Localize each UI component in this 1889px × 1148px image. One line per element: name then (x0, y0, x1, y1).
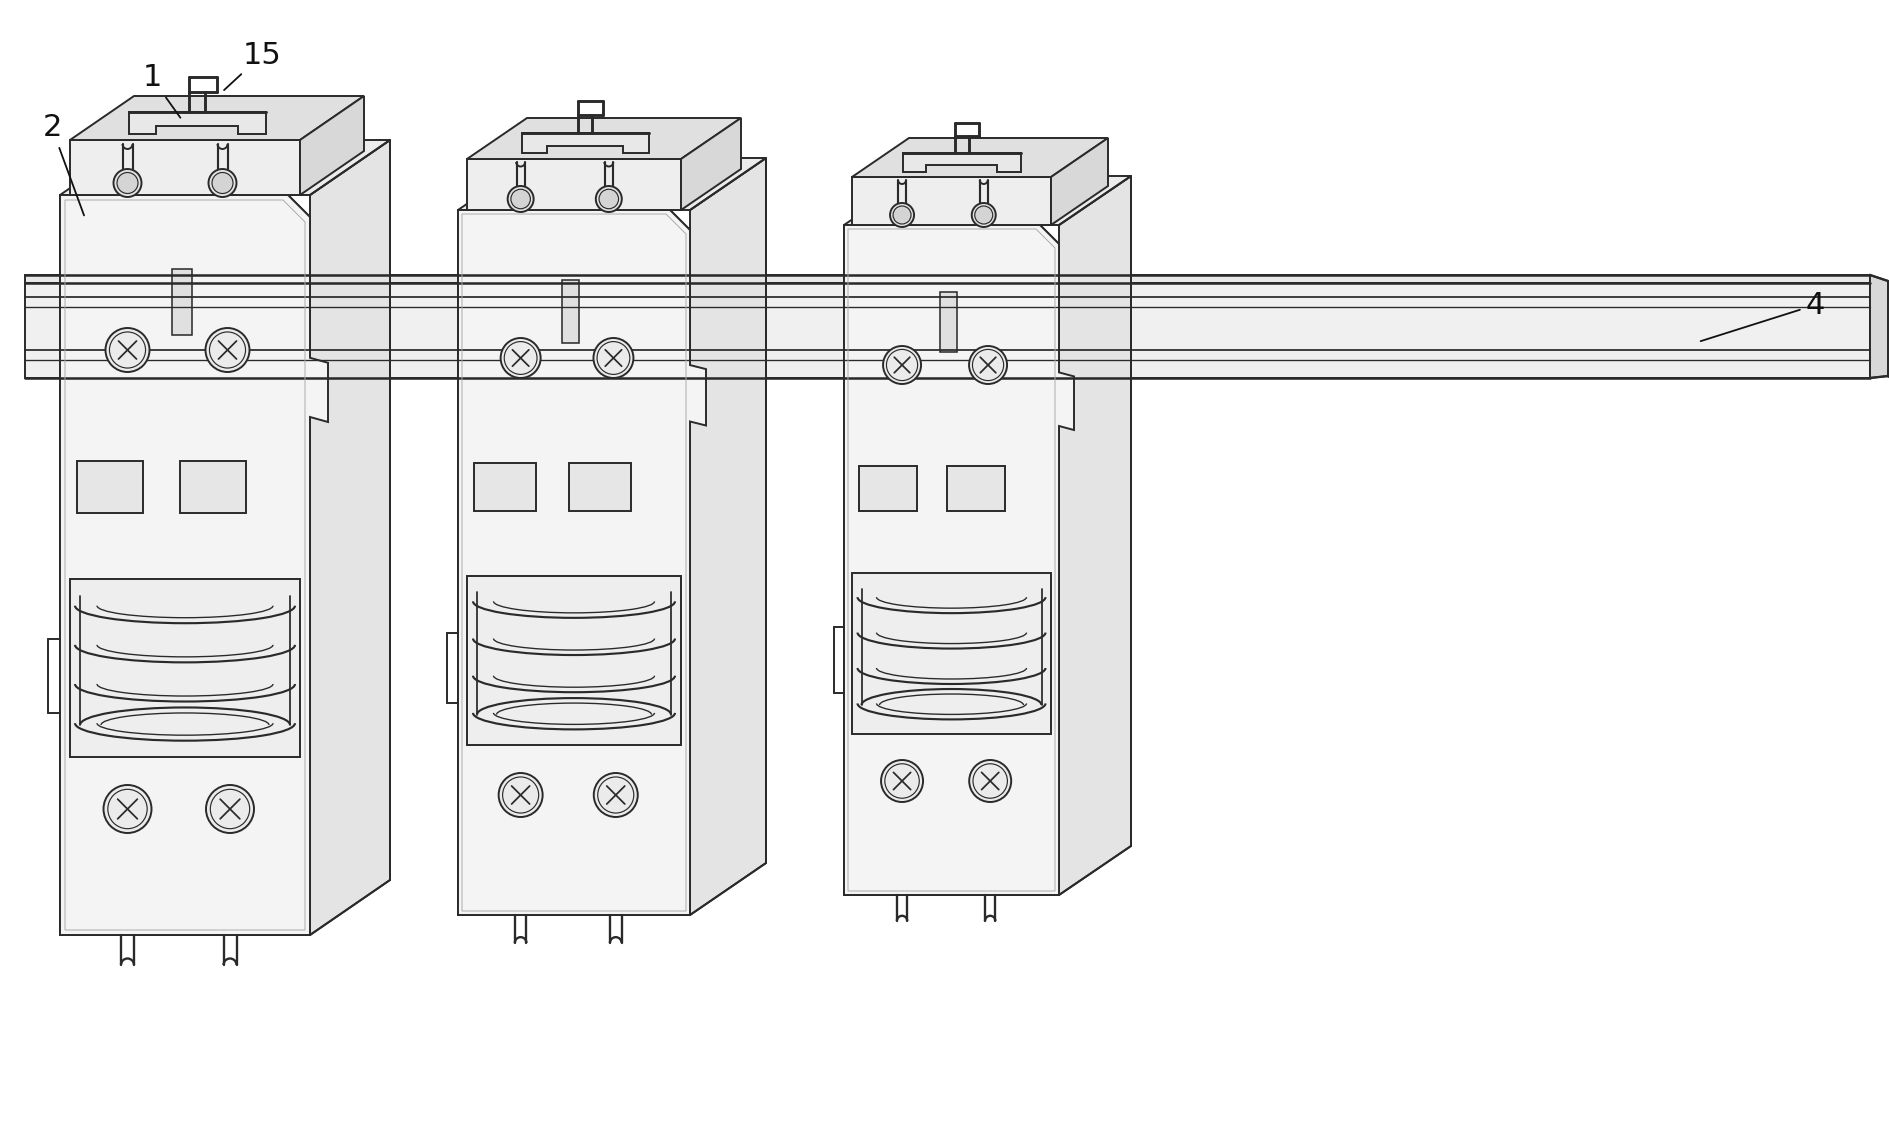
Polygon shape (128, 113, 266, 134)
Polygon shape (852, 573, 1050, 734)
Circle shape (501, 338, 540, 378)
Text: 2: 2 (42, 114, 83, 216)
Polygon shape (172, 269, 191, 335)
Polygon shape (1060, 176, 1132, 895)
Circle shape (206, 785, 253, 833)
Polygon shape (852, 177, 1050, 225)
Circle shape (117, 172, 138, 194)
Polygon shape (689, 158, 767, 915)
Polygon shape (70, 96, 365, 140)
Circle shape (969, 346, 1007, 383)
Circle shape (971, 203, 996, 227)
Polygon shape (457, 210, 706, 915)
Polygon shape (844, 225, 1075, 895)
Circle shape (212, 172, 232, 194)
Polygon shape (25, 284, 1870, 378)
Circle shape (893, 205, 910, 224)
Circle shape (890, 203, 914, 227)
Polygon shape (521, 133, 648, 153)
Circle shape (975, 205, 994, 224)
Circle shape (104, 785, 151, 833)
Polygon shape (859, 466, 916, 511)
Polygon shape (179, 461, 246, 513)
Polygon shape (310, 140, 389, 934)
Circle shape (206, 328, 249, 372)
Polygon shape (844, 225, 1075, 895)
Circle shape (595, 186, 621, 212)
Polygon shape (457, 210, 706, 915)
Polygon shape (60, 195, 329, 934)
Circle shape (510, 189, 531, 209)
Polygon shape (852, 138, 1109, 177)
Circle shape (882, 346, 922, 383)
Polygon shape (77, 461, 144, 513)
Polygon shape (1050, 138, 1109, 225)
Polygon shape (467, 118, 740, 160)
Circle shape (208, 169, 236, 197)
Circle shape (508, 186, 533, 212)
Polygon shape (474, 463, 536, 511)
Circle shape (499, 773, 542, 817)
Polygon shape (946, 466, 1005, 511)
Polygon shape (903, 153, 1020, 172)
Polygon shape (844, 176, 1132, 225)
Circle shape (599, 189, 618, 209)
Polygon shape (1870, 276, 1887, 378)
Circle shape (969, 760, 1011, 802)
Polygon shape (60, 140, 389, 195)
Polygon shape (70, 140, 300, 195)
Polygon shape (569, 463, 631, 511)
Circle shape (106, 328, 149, 372)
Circle shape (593, 773, 638, 817)
Polygon shape (467, 160, 682, 210)
Circle shape (880, 760, 924, 802)
Polygon shape (60, 195, 329, 934)
Polygon shape (457, 158, 767, 210)
Text: 1: 1 (142, 63, 179, 118)
Text: 4: 4 (1700, 290, 1825, 341)
Polygon shape (25, 276, 1870, 284)
Polygon shape (70, 579, 300, 757)
Polygon shape (682, 118, 740, 210)
Text: 15: 15 (225, 40, 281, 90)
Polygon shape (300, 96, 365, 195)
Polygon shape (467, 576, 682, 745)
Polygon shape (563, 280, 580, 343)
Polygon shape (941, 292, 958, 352)
Circle shape (113, 169, 142, 197)
Circle shape (593, 338, 633, 378)
